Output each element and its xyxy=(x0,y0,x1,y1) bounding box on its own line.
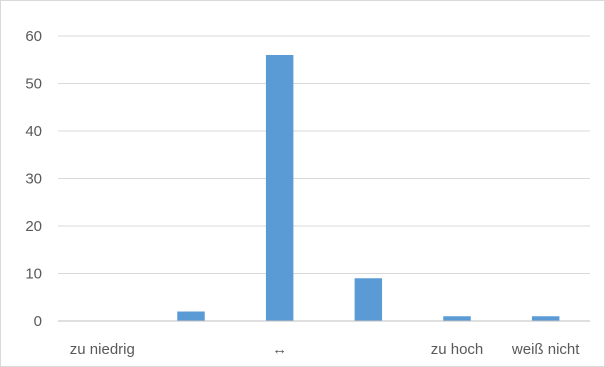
bar-2 xyxy=(265,55,294,321)
y-tick-label: 30 xyxy=(25,171,42,188)
x-category-label: zu niedrig xyxy=(70,341,135,358)
x-axis-category-labels: zu niedrig ↔ zu hoch weiß nicht xyxy=(70,341,580,358)
y-tick-label: 50 xyxy=(25,76,42,93)
y-tick-label: 60 xyxy=(25,28,42,45)
y-axis-tick-labels: 0 10 20 30 40 50 60 xyxy=(25,28,42,330)
bar-1 xyxy=(177,311,205,321)
y-tick-label: 10 xyxy=(25,266,42,283)
bar-3 xyxy=(354,278,383,321)
bar-4 xyxy=(443,316,471,321)
y-tick-label: 0 xyxy=(34,313,42,330)
x-category-label: weiß nicht xyxy=(511,341,580,358)
gridlines xyxy=(58,35,590,274)
y-tick-label: 20 xyxy=(25,218,42,235)
x-category-label: zu hoch xyxy=(431,341,484,358)
x-category-label: ↔ xyxy=(272,341,287,358)
bar-5 xyxy=(531,316,560,321)
bars xyxy=(177,55,560,321)
y-tick-label: 40 xyxy=(25,123,42,140)
